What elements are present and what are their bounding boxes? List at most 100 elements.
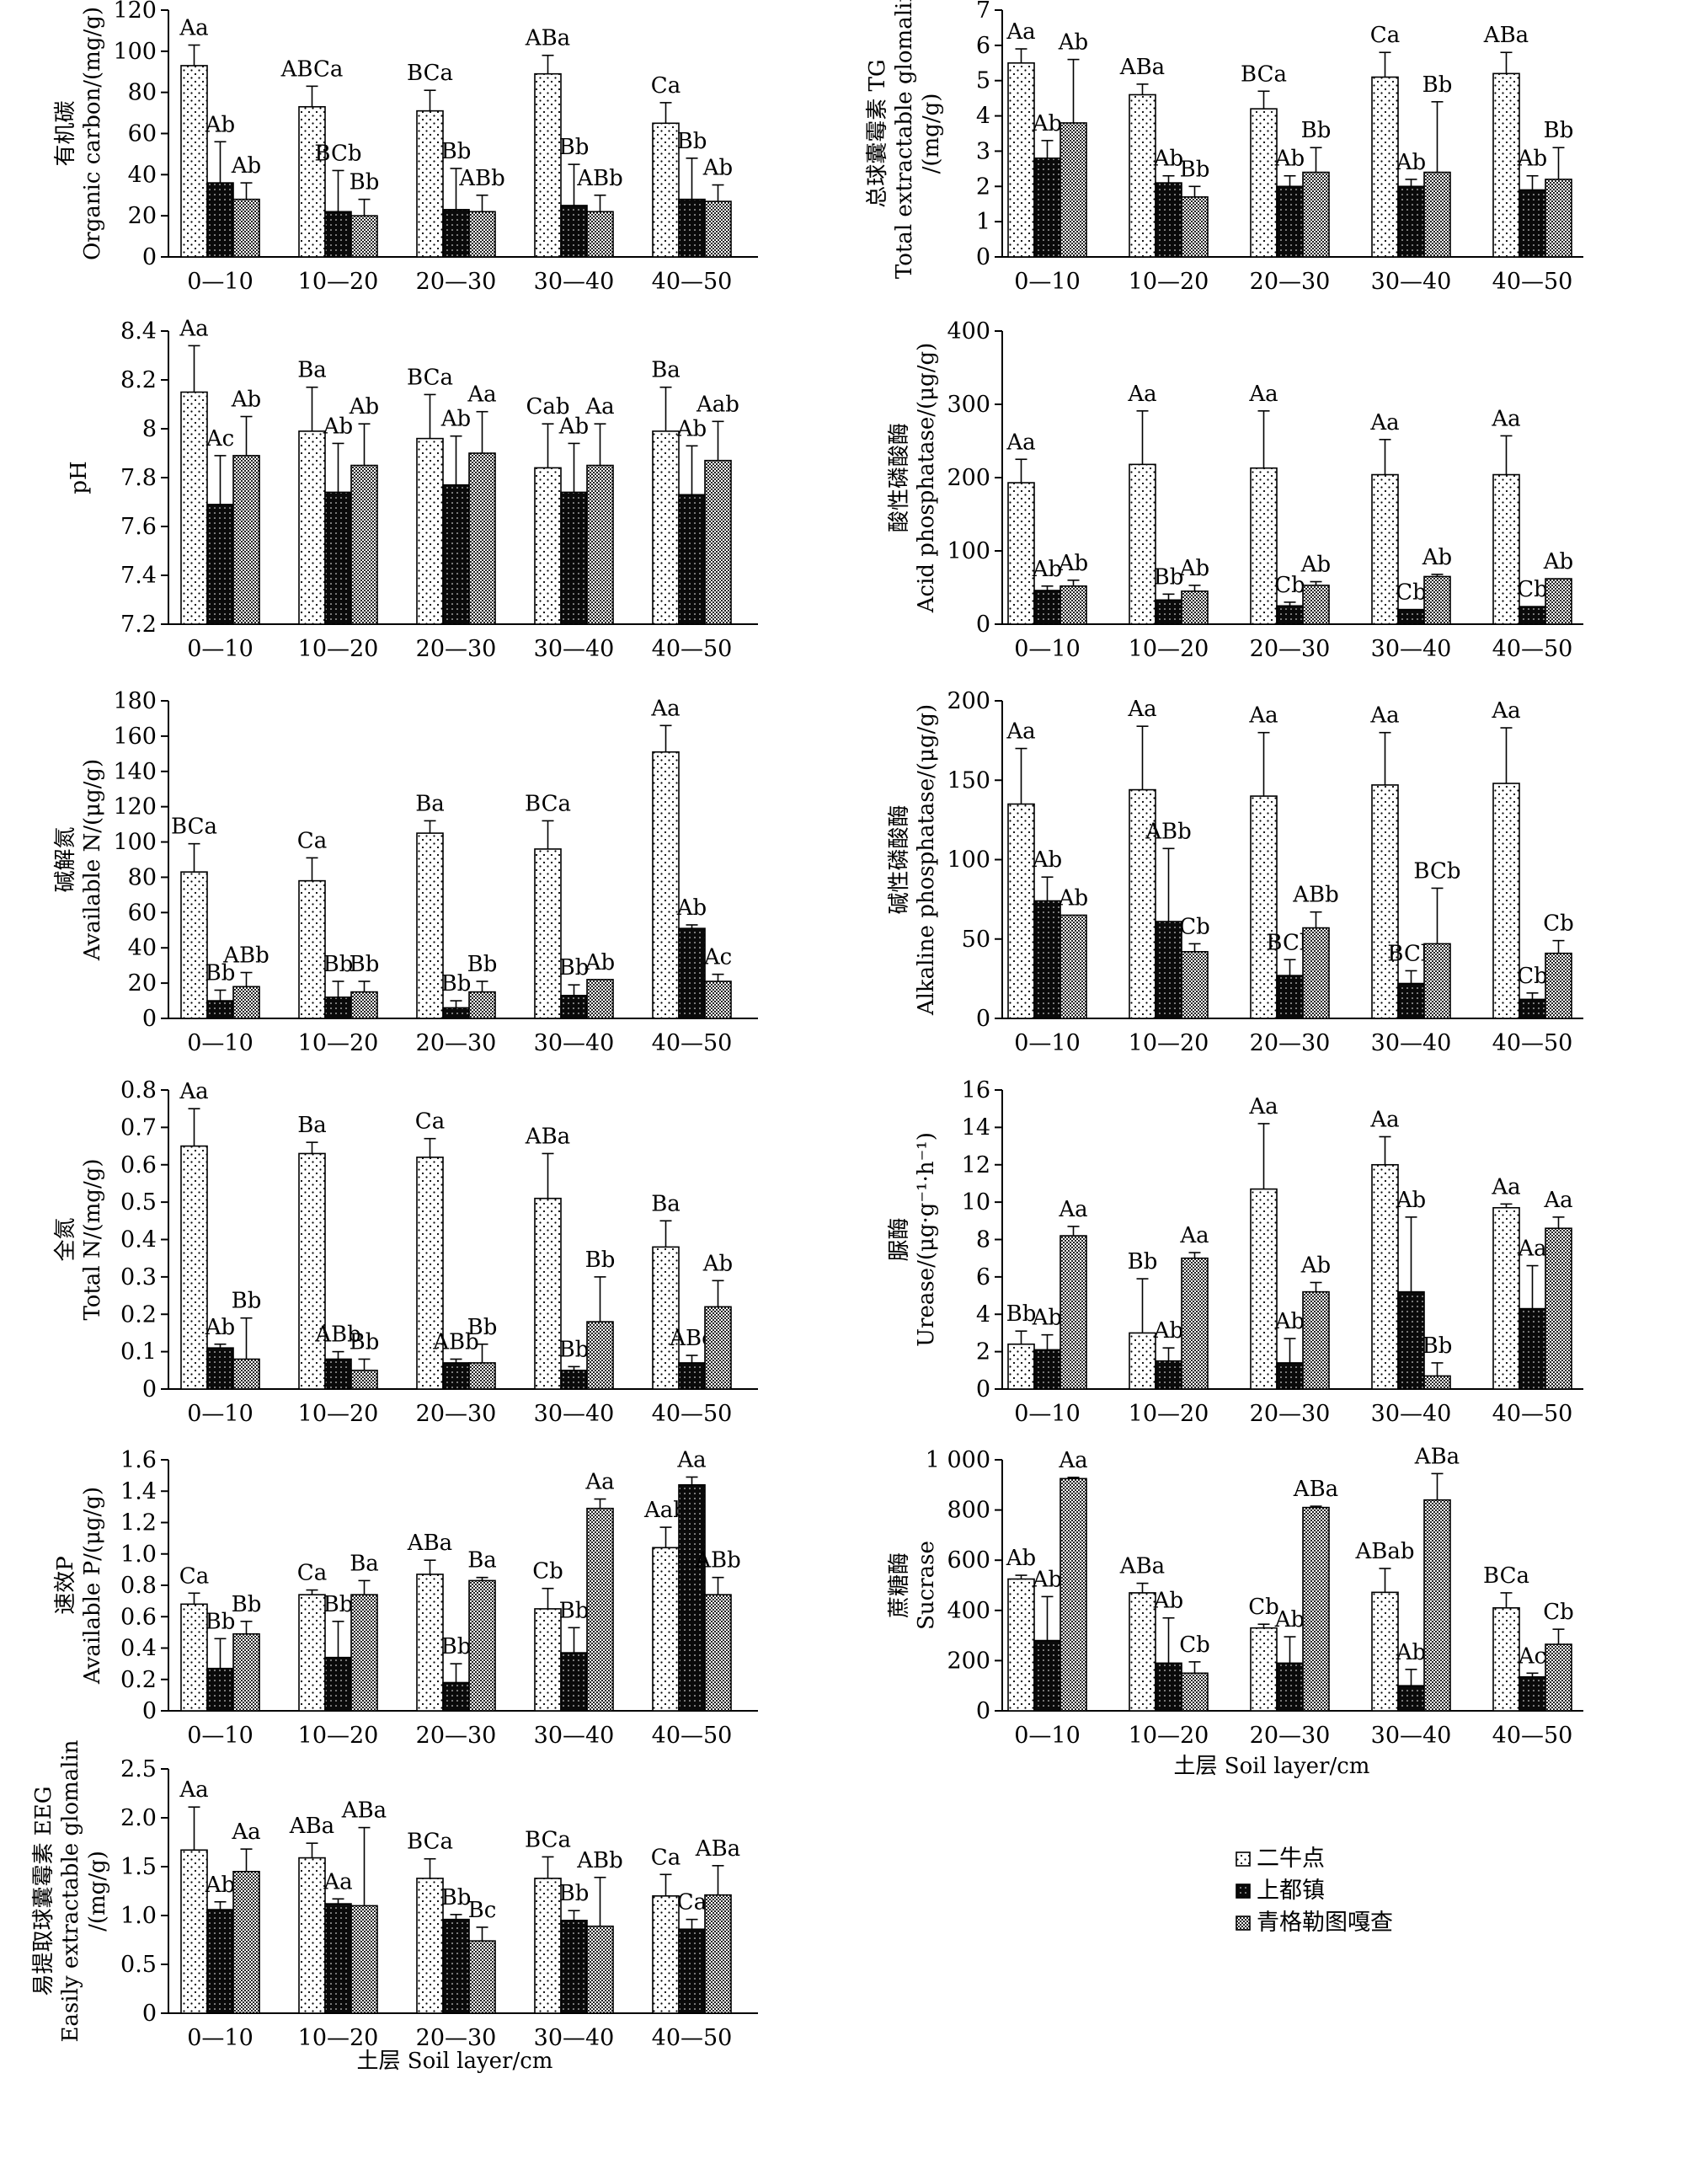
significance-label: Ba <box>651 358 681 383</box>
legend-label-1: 二牛点 <box>1257 1846 1325 1872</box>
significance-label: Aa <box>1179 1223 1209 1248</box>
significance-label: Aa <box>1369 703 1399 729</box>
significance-label: Ca <box>1370 23 1400 48</box>
bar-series3-cat4 <box>1423 575 1451 625</box>
y-tick-label: 0 <box>142 1698 157 1724</box>
significance-label: Ac <box>205 426 234 452</box>
significance-label: Aa <box>1369 410 1399 435</box>
significance-label: Bb <box>1154 564 1184 590</box>
bar-series2-cat1 <box>1033 158 1061 258</box>
x-tick-label: 10—20 <box>1129 1401 1209 1427</box>
significance-label: Ab <box>1032 111 1062 136</box>
significance-label: Aa <box>584 394 614 419</box>
significance-label: Bb <box>441 971 472 997</box>
significance-label: Ca <box>415 1109 445 1135</box>
bar-series2-cat1 <box>206 1909 234 2014</box>
bar-series1-cat3 <box>1250 108 1278 258</box>
x-tick-label: 40—50 <box>1492 269 1573 295</box>
significance-label: Aa <box>1058 1197 1087 1222</box>
significance-label: Cb <box>1517 577 1548 602</box>
bar-series1-cat5 <box>652 1895 680 2014</box>
bar-series3-cat1 <box>232 1871 260 2014</box>
significance-label: Ca <box>297 1561 327 1586</box>
significance-label: Bb <box>559 1881 590 1906</box>
y-axis-label: 有机碳 <box>53 100 78 166</box>
significance-label: Cab <box>526 394 569 419</box>
bar-series1-cat4 <box>534 467 562 625</box>
y-tick-label: 200 <box>947 1648 990 1674</box>
x-tick-label: 0—10 <box>1014 1401 1081 1427</box>
bar-series3-cat2 <box>350 991 378 1019</box>
bar-series1-cat2 <box>298 879 326 1019</box>
x-tick-label: 0—10 <box>187 636 254 662</box>
x-tick-label: 30—40 <box>534 1401 615 1427</box>
significance-label: BCa <box>525 791 571 816</box>
y-tick-label: 100 <box>947 538 990 564</box>
bar-series3-cat3 <box>1302 171 1330 258</box>
y-axis-label: pH <box>67 461 92 494</box>
bar-series2-cat4 <box>560 205 588 258</box>
bar-series2-cat2 <box>324 491 352 625</box>
x-tick-label: 40—50 <box>652 269 733 295</box>
x-tick-label: 20—30 <box>1250 1401 1331 1427</box>
bar-series1-cat4 <box>534 1878 562 2014</box>
x-axis-title-right: 土层 Soil layer/cm <box>1174 1754 1370 1779</box>
y-tick-label: 7.2 <box>120 612 157 638</box>
bar-series3-cat4 <box>586 1925 614 2014</box>
y-tick-label: 200 <box>947 465 990 491</box>
y-tick-label: 1 000 <box>926 1447 990 1473</box>
significance-label: Aa <box>1006 430 1035 455</box>
significance-label: Ca <box>677 1890 707 1916</box>
bar-series3-cat5 <box>1545 952 1572 1019</box>
bar-series2-cat4 <box>1397 1685 1425 1712</box>
y-tick-label: 2 <box>976 174 990 200</box>
significance-label: ABb <box>1145 819 1192 844</box>
bar-series3-cat5 <box>1545 179 1572 258</box>
significance-label: Bb <box>350 952 380 977</box>
y-tick-label: 0 <box>976 1376 990 1403</box>
y-tick-label: 140 <box>113 759 157 785</box>
significance-label: Cb <box>1179 914 1210 939</box>
y-tick-label: 1.4 <box>120 1478 157 1504</box>
x-tick-label: 30—40 <box>534 636 615 662</box>
significance-label: Aa <box>1543 1188 1572 1213</box>
bar-series3-cat4 <box>586 1507 614 1712</box>
significance-label: Bb <box>323 952 354 977</box>
y-tick-label: 0.4 <box>120 1636 157 1662</box>
y-axis-label: Organic carbon/(mg/g) <box>80 7 105 260</box>
y-tick-label: 2 <box>976 1339 990 1365</box>
bar-series1-cat4 <box>1371 1591 1399 1712</box>
y-tick-label: 1.2 <box>120 1510 157 1536</box>
x-tick-label: 10—20 <box>298 1401 379 1427</box>
legend-swatch-1 <box>1236 1851 1251 1867</box>
significance-label: Aa <box>1491 1174 1520 1200</box>
significance-label: Ab <box>558 414 589 439</box>
bar-series3-cat3 <box>468 211 496 258</box>
significance-label: Ab <box>1396 1640 1426 1665</box>
significance-label: Ac <box>1518 1643 1546 1669</box>
y-tick-label: 8.2 <box>120 367 157 393</box>
bar-series1-cat3 <box>416 1574 444 1712</box>
significance-label: Aa <box>231 1819 260 1845</box>
y-tick-label: 4 <box>976 104 990 130</box>
bar-series1-cat4 <box>1371 784 1399 1019</box>
bar-series3-cat1 <box>232 455 260 625</box>
y-tick-label: 40 <box>128 935 157 961</box>
significance-label: Bb <box>1422 72 1453 98</box>
significance-label: Aa <box>467 382 496 408</box>
significance-label: Aa <box>1248 703 1278 729</box>
significance-label: ABa <box>341 1798 387 1824</box>
y-tick-label: 12 <box>962 1152 990 1178</box>
y-tick-label: 0.2 <box>120 1301 157 1328</box>
y-tick-label: 8.4 <box>120 318 157 345</box>
y-tick-label: 200 <box>947 688 990 714</box>
y-tick-label: 8 <box>976 1227 990 1253</box>
significance-label: Aa <box>323 1869 352 1894</box>
bar-series1-cat5 <box>1492 72 1520 258</box>
significance-label: Aa <box>1248 382 1278 407</box>
significance-label: ABb <box>314 1322 361 1348</box>
y-axis-label: /(mg/g) <box>919 94 944 174</box>
bar-series2-cat1 <box>1033 900 1061 1019</box>
bar-series1-cat4 <box>1371 76 1399 258</box>
bar-series3-cat4 <box>586 979 614 1019</box>
